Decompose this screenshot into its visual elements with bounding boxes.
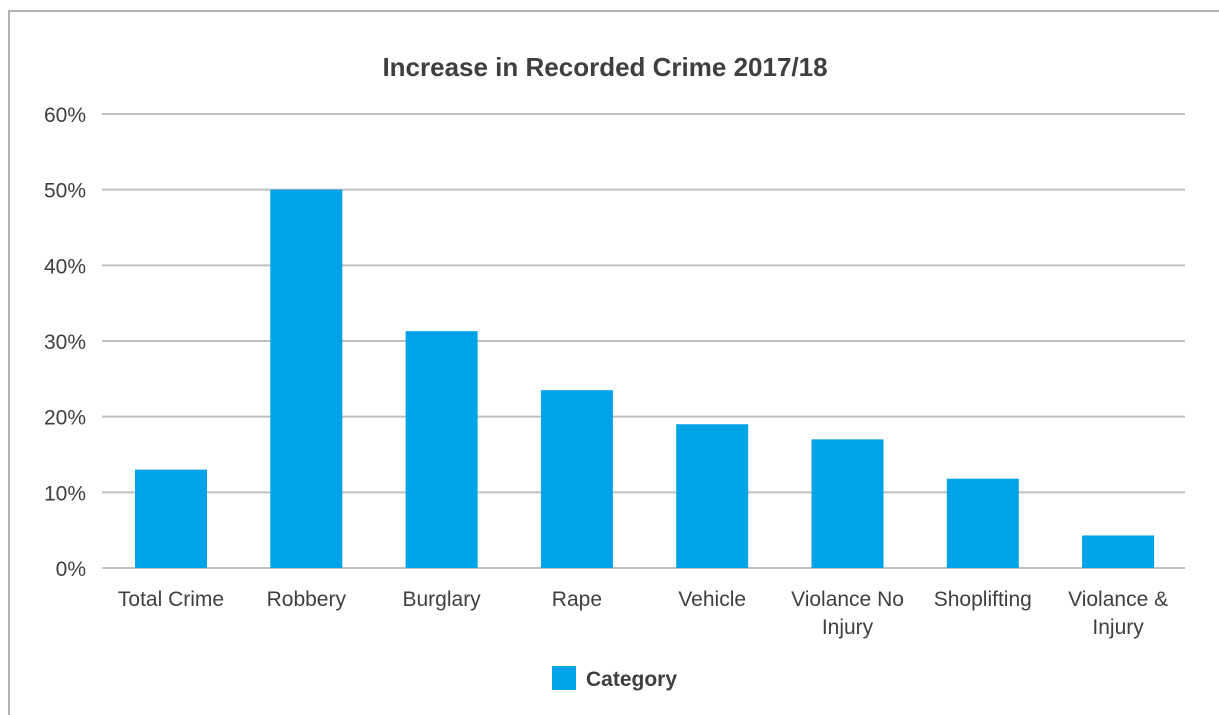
legend-label: Category — [586, 668, 677, 691]
legend-swatch — [552, 666, 576, 690]
legend: Category — [552, 666, 677, 691]
x-category-label: Violance & Injury — [1068, 588, 1168, 639]
bar — [1082, 535, 1155, 568]
bars — [135, 189, 1155, 568]
x-category-label: Burglary — [402, 588, 481, 611]
y-tick-label: 30% — [44, 331, 86, 354]
x-category-label: Rape — [552, 588, 602, 611]
bar — [676, 424, 749, 568]
y-tick-label: 0% — [56, 558, 86, 581]
x-axis-categories: Total Crime Robbery Burglary Rape Vehicle Vio… — [118, 588, 1168, 639]
y-tick-label: 50% — [44, 180, 86, 203]
x-category-label: Violance No Injury — [791, 588, 904, 639]
bar — [811, 439, 884, 568]
bar — [405, 331, 478, 568]
x-category-label: Vehicle — [678, 588, 746, 611]
bar — [270, 189, 343, 568]
x-category-label: Shoplifting — [934, 588, 1032, 611]
bar — [946, 478, 1019, 568]
bar — [540, 390, 613, 568]
y-tick-label: 10% — [44, 482, 86, 505]
y-axis-ticks: 0% 10% 20% 30% 40% 50% 60% — [44, 104, 86, 581]
x-category-label: Total Crime — [118, 588, 224, 611]
chart-frame — [8, 10, 1219, 715]
y-tick-label: 60% — [44, 104, 86, 127]
gridlines — [102, 113, 1185, 569]
chart-title: Increase in Recorded Crime 2017/18 — [382, 52, 827, 82]
x-category-label: Robbery — [267, 588, 347, 611]
y-tick-label: 20% — [44, 407, 86, 430]
y-tick-label: 40% — [44, 255, 86, 278]
bar — [135, 469, 207, 568]
